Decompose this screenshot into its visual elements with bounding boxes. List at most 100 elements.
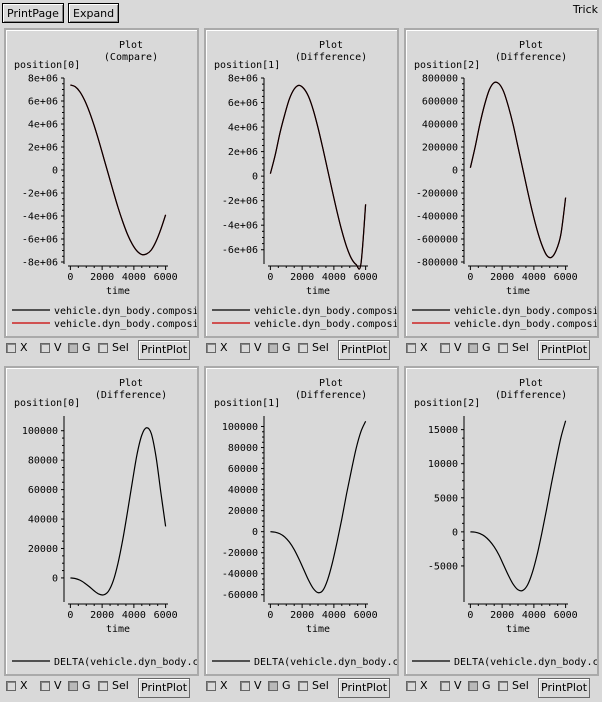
x-tick-label: 0 [267, 272, 273, 283]
g-checkbox[interactable] [268, 343, 278, 353]
legend-label: DELTA(vehicle.dyn_body.c [254, 657, 397, 668]
sel-checkbox[interactable] [298, 681, 308, 691]
x-checkbox[interactable] [406, 681, 416, 691]
sel-label: Sel [112, 679, 129, 692]
y-tick-label: -8e+06 [22, 258, 58, 269]
g-label: G [282, 679, 291, 692]
y-tick-label: -200000 [416, 189, 458, 200]
print-plot-button[interactable]: PrintPlot [338, 340, 391, 360]
sel-checkbox[interactable] [498, 681, 508, 691]
y-tick-label: 6e+06 [28, 97, 58, 108]
y-axis-label: position[2] [414, 60, 480, 71]
x-checkbox[interactable] [6, 681, 16, 691]
y-tick-label: 600000 [422, 97, 458, 108]
x-label: X [220, 679, 228, 692]
x-tick-label: 6000 [554, 610, 578, 621]
y-tick-label: 80000 [28, 456, 58, 467]
y-tick-label: 10000 [428, 459, 458, 470]
y-tick-label: 0 [452, 527, 458, 538]
v-checkbox[interactable] [240, 681, 250, 691]
expand-button[interactable]: Expand [68, 3, 120, 23]
g-label: G [82, 341, 91, 354]
x-checkbox[interactable] [206, 681, 216, 691]
v-checkbox[interactable] [440, 681, 450, 691]
v-label: V [254, 679, 262, 692]
chart-subtitle: (Difference) [495, 390, 567, 401]
plot-panel: Plot (Difference) position[0] 0 20000 40000 60… [4, 366, 199, 676]
x-checkbox[interactable] [406, 343, 416, 353]
print-plot-button[interactable]: PrintPlot [138, 340, 191, 360]
sel-checkbox[interactable] [98, 343, 108, 353]
y-tick-label: 6e+06 [228, 98, 258, 109]
plot-panel: Plot (Difference) position[2] -5000 0 5000 100… [404, 366, 599, 676]
x-axis-label: time [306, 624, 330, 635]
y-tick-label: -2e+06 [222, 196, 258, 207]
y-tick-label: 80000 [228, 443, 258, 454]
chart-title: Plot [119, 378, 143, 389]
v-checkbox[interactable] [40, 681, 50, 691]
print-plot-button[interactable]: PrintPlot [538, 678, 591, 698]
chart-subtitle: (Difference) [95, 390, 167, 401]
g-checkbox[interactable] [468, 681, 478, 691]
x-checkbox[interactable] [6, 343, 16, 353]
y-tick-label: -6e+06 [222, 245, 258, 256]
chart-svg: Plot(Difference) position[2] -5000 0 5000 100… [412, 378, 597, 668]
x-axis-label: time [106, 624, 130, 635]
x-label: X [420, 679, 428, 692]
print-plot-button[interactable]: PrintPlot [138, 678, 191, 698]
chart-title: Plot [319, 378, 343, 389]
x-tick-label: 6000 [354, 610, 378, 621]
sel-checkbox[interactable] [498, 343, 508, 353]
g-checkbox[interactable] [268, 681, 278, 691]
x-tick-label: 4000 [522, 610, 546, 621]
x-axis-label: time [506, 624, 530, 635]
y-tick-label: -2e+06 [22, 189, 58, 200]
x-tick-label: 2000 [490, 272, 514, 283]
plot-controls: X V G Sel PrintPlot [404, 677, 599, 699]
x-tick-label: 4000 [522, 272, 546, 283]
plot-panel: Plot (Difference) position[2] -800000 -60000… [404, 28, 599, 338]
y-tick-label: 4e+06 [28, 120, 58, 131]
print-plot-button[interactable]: PrintPlot [538, 340, 591, 360]
print-plot-button[interactable]: PrintPlot [338, 678, 391, 698]
chart-svg: Plot(Difference) position[2] -800000 -60000… [412, 40, 597, 330]
v-checkbox[interactable] [40, 343, 50, 353]
y-axis-label: position[1] [214, 60, 280, 71]
g-checkbox[interactable] [468, 343, 478, 353]
y-tick-label: 100000 [22, 426, 58, 437]
y-tick-label: 400000 [422, 120, 458, 131]
v-label: V [454, 679, 462, 692]
x-tick-label: 2000 [290, 272, 314, 283]
x-tick-label: 2000 [490, 610, 514, 621]
x-tick-label: 6000 [154, 272, 178, 283]
g-label: G [282, 341, 291, 354]
g-checkbox[interactable] [68, 343, 78, 353]
y-tick-label: 200000 [422, 143, 458, 154]
x-label: X [420, 341, 428, 354]
x-tick-label: 0 [467, 610, 473, 621]
x-checkbox[interactable] [206, 343, 216, 353]
g-label: G [482, 679, 491, 692]
y-tick-label: 100000 [222, 422, 258, 433]
sel-checkbox[interactable] [98, 681, 108, 691]
plot-controls: X V G Sel PrintPlot [4, 339, 199, 361]
y-axis-label: position[0] [14, 398, 80, 409]
v-checkbox[interactable] [440, 343, 450, 353]
y-tick-label: 8e+06 [228, 74, 258, 85]
y-tick-label: 0 [52, 573, 58, 584]
plot-controls: X V G Sel PrintPlot [404, 339, 599, 361]
x-tick-label: 6000 [554, 272, 578, 283]
x-tick-label: 4000 [122, 610, 146, 621]
print-page-button[interactable]: PrintPage [2, 3, 64, 23]
chart-svg: Plot(Difference)position[0]0200004000060… [12, 378, 197, 668]
x-tick-label: 4000 [322, 272, 346, 283]
sel-checkbox[interactable] [298, 343, 308, 353]
g-checkbox[interactable] [68, 681, 78, 691]
y-tick-label: 4e+06 [228, 123, 258, 134]
y-axis-label: position[1] [214, 398, 280, 409]
sel-label: Sel [312, 679, 329, 692]
y-axis-label: position[0] [14, 60, 80, 71]
y-tick-label: 0 [52, 166, 58, 177]
v-checkbox[interactable] [240, 343, 250, 353]
legend-label: vehicle.dyn_body.composi [254, 319, 397, 330]
